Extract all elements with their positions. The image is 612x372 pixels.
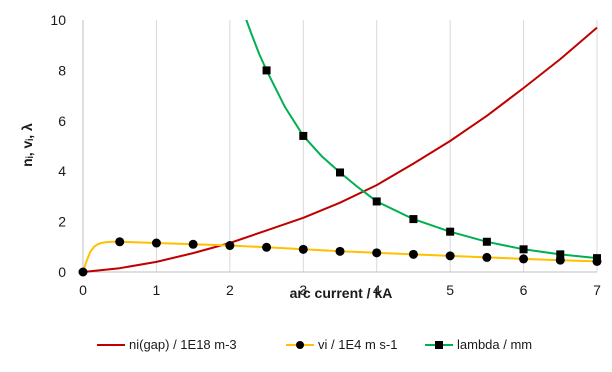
grid-layer bbox=[155, 20, 598, 272]
data-point-lambda bbox=[519, 245, 528, 254]
y-tick-label: 8 bbox=[58, 62, 66, 78]
x-tick-label: 7 bbox=[593, 282, 601, 298]
legend-item-lambda: lambda / mm bbox=[425, 337, 532, 352]
x-tick-label: 6 bbox=[520, 282, 528, 298]
axis-layer bbox=[82, 20, 597, 273]
data-point-vi bbox=[151, 238, 161, 248]
data-point-lambda bbox=[593, 254, 601, 263]
data-point-vi bbox=[78, 267, 88, 277]
data-point-lambda bbox=[262, 66, 271, 75]
legend-label-vi: vi / 1E4 m s-1 bbox=[318, 337, 397, 352]
data-point-lambda bbox=[372, 197, 381, 206]
y-tick-label: 2 bbox=[58, 214, 66, 230]
data-point-lambda bbox=[336, 168, 344, 177]
x-tick-label: 3 bbox=[299, 282, 307, 298]
data-point-lambda bbox=[556, 250, 565, 259]
data-point-vi bbox=[372, 248, 382, 258]
x-axis-title: arc current / kA bbox=[290, 285, 393, 301]
data-point-vi bbox=[225, 241, 235, 251]
data-point-vi bbox=[445, 251, 455, 261]
x-tick-label: 1 bbox=[153, 282, 161, 298]
y-tick-label: 4 bbox=[58, 163, 66, 179]
series-line-ni bbox=[82, 26, 598, 273]
data-point-lambda bbox=[446, 227, 455, 236]
data-point-vi bbox=[408, 249, 418, 259]
data-point-vi bbox=[482, 252, 492, 262]
data-point-lambda bbox=[409, 215, 418, 224]
legend-label-ni: ni(gap) / 1E18 m-3 bbox=[129, 337, 237, 352]
marker-layer bbox=[78, 66, 602, 277]
y-tick-label: 6 bbox=[58, 113, 66, 129]
y-axis-title: nᵢ, vᵢ, λ bbox=[19, 123, 35, 167]
x-tick-label: 5 bbox=[446, 282, 454, 298]
legend: ni(gap) / 1E18 m-3 vi / 1E4 m s-1 lambda /… bbox=[97, 337, 532, 352]
legend-marker-lambda bbox=[435, 341, 443, 349]
legend-marker-vi bbox=[296, 341, 304, 349]
data-point-lambda bbox=[299, 131, 308, 140]
data-point-vi bbox=[115, 237, 125, 247]
data-point-vi bbox=[262, 242, 272, 252]
data-point-vi bbox=[519, 254, 529, 264]
legend-item-ni: ni(gap) / 1E18 m-3 bbox=[97, 337, 237, 352]
legend-item-vi: vi / 1E4 m s-1 bbox=[286, 337, 397, 352]
x-tick-label: 0 bbox=[79, 282, 87, 298]
x-tick-label: 2 bbox=[226, 282, 234, 298]
data-point-vi bbox=[188, 239, 198, 249]
series-line-vi bbox=[82, 240, 598, 273]
x-tick-label: 4 bbox=[373, 282, 381, 298]
data-point-vi bbox=[335, 246, 345, 256]
legend-label-lambda: lambda / mm bbox=[457, 337, 532, 352]
y-tick-label: 0 bbox=[58, 264, 66, 280]
y-tick-label: 10 bbox=[50, 12, 66, 28]
data-point-vi bbox=[298, 244, 308, 254]
series-layer bbox=[82, 20, 598, 273]
tick-labels: 0 1 2 3 4 5 6 7 0 2 4 6 8 10 bbox=[50, 12, 601, 298]
data-point-lambda bbox=[482, 237, 491, 246]
series-line-lambda bbox=[245, 20, 598, 260]
